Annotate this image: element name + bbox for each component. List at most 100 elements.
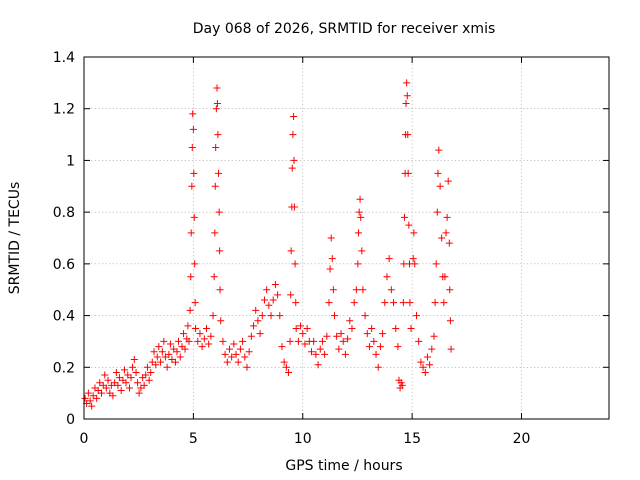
data-point [443, 213, 451, 221]
data-point [160, 337, 168, 345]
data-point [191, 299, 199, 307]
y-tick-label: 0.2 [53, 360, 75, 376]
x-axis-label: GPS time / hours [285, 458, 402, 474]
data-point [370, 337, 378, 345]
data-point [190, 169, 198, 177]
data-point [190, 213, 198, 221]
data-point [225, 345, 233, 353]
data-point [361, 312, 369, 320]
x-tick-label: 20 [513, 431, 531, 447]
data-point [84, 389, 92, 397]
data-point [145, 376, 153, 384]
data-point [230, 340, 238, 348]
data-point [236, 345, 244, 353]
data-point [294, 337, 302, 345]
data-points [81, 79, 455, 410]
data-point [212, 105, 220, 113]
data-point [184, 322, 192, 330]
data-point [117, 387, 125, 395]
x-tick-label: 10 [294, 431, 312, 447]
data-point [341, 350, 349, 358]
data-point [379, 330, 387, 338]
y-tick-label: 0.4 [53, 309, 75, 325]
data-point [194, 337, 202, 345]
data-point [207, 332, 215, 340]
data-point [223, 358, 231, 366]
data-point [102, 384, 110, 392]
x-ticks: 0 5 10 15 20 [80, 57, 531, 447]
data-point [152, 361, 160, 369]
data-point [402, 100, 410, 108]
data-point [157, 358, 165, 366]
data-point [440, 299, 448, 307]
data-point [321, 350, 329, 358]
data-point [405, 221, 413, 229]
data-point [185, 337, 193, 345]
data-point [390, 299, 398, 307]
data-point [274, 291, 282, 299]
data-point [411, 260, 419, 268]
data-point [282, 363, 290, 371]
data-point [438, 234, 446, 242]
data-point [376, 343, 384, 351]
data-point [232, 350, 240, 358]
data-point [291, 260, 299, 268]
data-point [290, 112, 298, 120]
data-point [430, 332, 438, 340]
data-point [188, 144, 196, 151]
data-point [357, 213, 365, 221]
data-point [426, 361, 434, 369]
data-point [404, 169, 412, 177]
data-point [314, 361, 322, 369]
y-tick-label: 0.6 [53, 257, 75, 273]
data-point [423, 353, 431, 361]
y-tick-label: 0 [66, 412, 75, 428]
data-point [327, 234, 335, 242]
data-point [109, 392, 117, 400]
data-point [267, 312, 275, 320]
data-point [114, 381, 122, 389]
data-point [285, 368, 293, 376]
data-point [352, 286, 360, 294]
data-point [241, 353, 249, 361]
data-point [214, 131, 222, 139]
data-point [381, 299, 389, 307]
data-point [299, 330, 307, 338]
data-point [421, 368, 429, 376]
data-point [310, 337, 318, 345]
y-tick-label: 1 [66, 153, 75, 169]
chart-title: Day 068 of 2026, SRMTID for receiver xmi… [193, 21, 496, 37]
data-point [98, 389, 105, 397]
data-point [323, 332, 331, 340]
data-point [213, 84, 221, 92]
data-point [198, 343, 206, 351]
data-point [132, 368, 140, 376]
data-point [394, 343, 402, 351]
data-point [363, 330, 371, 338]
data-point [292, 299, 300, 307]
data-point [158, 348, 166, 356]
data-point [436, 182, 444, 190]
data-point [308, 348, 315, 356]
data-point [292, 325, 300, 332]
data-point [356, 195, 364, 203]
data-point [276, 312, 284, 320]
data-point [215, 208, 223, 216]
data-point [383, 273, 391, 281]
data-point [219, 337, 227, 345]
data-point [445, 239, 453, 247]
data-point [186, 306, 194, 314]
data-point [101, 371, 109, 379]
y-tick-label: 1.4 [53, 50, 75, 66]
data-point [134, 379, 142, 387]
data-point [316, 345, 324, 353]
data-point [385, 255, 393, 263]
data-point [171, 358, 179, 366]
data-point [250, 322, 258, 330]
data-point [301, 340, 309, 348]
data-point [180, 330, 188, 338]
data-point [173, 348, 181, 356]
data-point [288, 164, 296, 172]
data-point [410, 229, 418, 237]
data-point [355, 229, 363, 237]
